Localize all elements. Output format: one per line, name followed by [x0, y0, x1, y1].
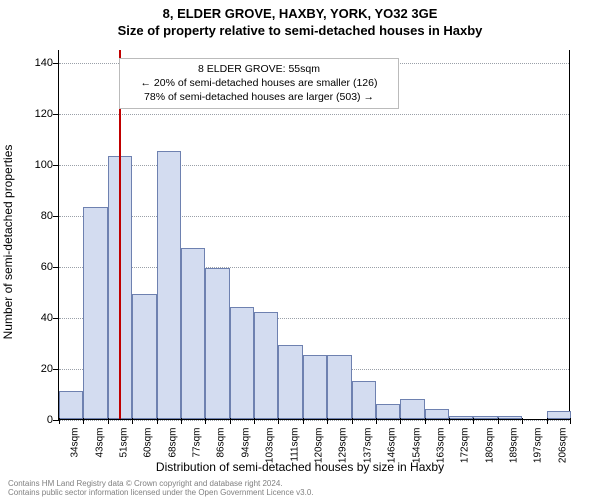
histogram-bar	[425, 409, 449, 419]
histogram-bar	[132, 294, 156, 419]
y-axis-label: Number of semi-detached properties	[1, 145, 15, 340]
annotation-box: 8 ELDER GROVE: 55sqm← 20% of semi-detach…	[119, 58, 399, 109]
xtick-label: 68sqm	[167, 428, 178, 458]
chart-title: 8, ELDER GROVE, HAXBY, YORK, YO32 3GE	[0, 0, 600, 21]
grid-line	[59, 114, 569, 115]
ytick-label: 80	[19, 210, 53, 222]
xtick-label: 129sqm	[338, 428, 349, 464]
xtick-label: 60sqm	[143, 428, 154, 458]
xtick-label: 94sqm	[240, 428, 251, 458]
xtick-label: 77sqm	[192, 428, 203, 458]
annotation-line: ← 20% of semi-detached houses are smalle…	[126, 76, 392, 90]
xtick-mark	[376, 418, 377, 424]
xtick-mark	[108, 418, 109, 424]
xtick-mark	[570, 418, 571, 424]
grid-line	[59, 420, 569, 421]
footer-attribution: Contains HM Land Registry data © Crown c…	[8, 480, 314, 498]
xtick-mark	[181, 418, 182, 424]
footer-line-2: Contains public sector information licen…	[8, 489, 314, 498]
histogram-bar	[327, 355, 351, 419]
ytick-label: 140	[19, 57, 53, 69]
xtick-label: 43sqm	[94, 428, 105, 458]
xtick-mark	[157, 418, 158, 424]
xtick-mark	[522, 418, 523, 424]
xtick-label: 51sqm	[118, 428, 129, 458]
xtick-mark	[327, 418, 328, 424]
histogram-bar	[157, 151, 181, 419]
xtick-label: 163sqm	[435, 428, 446, 464]
annotation-line: 78% of semi-detached houses are larger (…	[126, 90, 392, 104]
xtick-label: 86sqm	[216, 428, 227, 458]
xtick-label: 120sqm	[314, 428, 325, 464]
histogram-bar	[59, 391, 83, 419]
histogram-bar	[230, 307, 254, 419]
xtick-mark	[83, 418, 84, 424]
xtick-mark	[473, 418, 474, 424]
xtick-label: 34sqm	[70, 428, 81, 458]
ytick-label: 0	[19, 414, 53, 426]
xtick-label: 111sqm	[289, 428, 300, 462]
xtick-label: 103sqm	[265, 428, 276, 464]
plot-area: 02040608010012014034sqm43sqm51sqm60sqm68…	[58, 50, 570, 420]
xtick-mark	[132, 418, 133, 424]
xtick-label: 154sqm	[411, 428, 422, 464]
annotation-line: 8 ELDER GROVE: 55sqm	[126, 62, 392, 76]
ytick-mark	[53, 216, 59, 217]
plot-wrap: 02040608010012014034sqm43sqm51sqm60sqm68…	[58, 50, 570, 420]
ytick-label: 60	[19, 261, 53, 273]
histogram-bar	[498, 416, 522, 419]
ytick-mark	[53, 63, 59, 64]
xtick-mark	[59, 418, 60, 424]
xtick-label: 180sqm	[484, 428, 495, 464]
histogram-bar	[352, 381, 376, 419]
histogram-bar	[547, 411, 571, 419]
chart-subtitle: Size of property relative to semi-detach…	[0, 21, 600, 38]
xtick-mark	[425, 418, 426, 424]
xtick-mark	[352, 418, 353, 424]
xtick-mark	[278, 418, 279, 424]
xtick-label: 206sqm	[557, 428, 568, 464]
xtick-mark	[498, 418, 499, 424]
histogram-bar	[303, 355, 327, 419]
histogram-bar	[83, 207, 107, 419]
xtick-label: 189sqm	[509, 428, 520, 464]
xtick-mark	[230, 418, 231, 424]
xtick-mark	[449, 418, 450, 424]
ytick-mark	[53, 114, 59, 115]
xtick-mark	[205, 418, 206, 424]
xtick-label: 197sqm	[533, 428, 544, 464]
ytick-mark	[53, 318, 59, 319]
histogram-bar	[205, 268, 229, 419]
histogram-bar	[181, 248, 205, 419]
histogram-bar	[449, 416, 473, 419]
ytick-mark	[53, 267, 59, 268]
xtick-label: 137sqm	[362, 428, 373, 464]
ytick-mark	[53, 369, 59, 370]
xtick-mark	[547, 418, 548, 424]
ytick-mark	[53, 165, 59, 166]
xtick-mark	[254, 418, 255, 424]
chart-container: 8, ELDER GROVE, HAXBY, YORK, YO32 3GE Si…	[0, 0, 600, 500]
xtick-mark	[400, 418, 401, 424]
ytick-label: 100	[19, 159, 53, 171]
histogram-bar	[278, 345, 302, 419]
xtick-mark	[303, 418, 304, 424]
grid-line	[59, 267, 569, 268]
xtick-label: 172sqm	[460, 428, 471, 464]
histogram-bar	[254, 312, 278, 419]
grid-line	[59, 216, 569, 217]
histogram-bar	[473, 416, 497, 419]
grid-line	[59, 165, 569, 166]
histogram-bar	[376, 404, 400, 419]
histogram-bar	[400, 399, 424, 419]
ytick-label: 120	[19, 108, 53, 120]
x-axis-label: Distribution of semi-detached houses by …	[0, 460, 600, 474]
ytick-label: 40	[19, 312, 53, 324]
xtick-label: 146sqm	[387, 428, 398, 464]
ytick-label: 20	[19, 363, 53, 375]
